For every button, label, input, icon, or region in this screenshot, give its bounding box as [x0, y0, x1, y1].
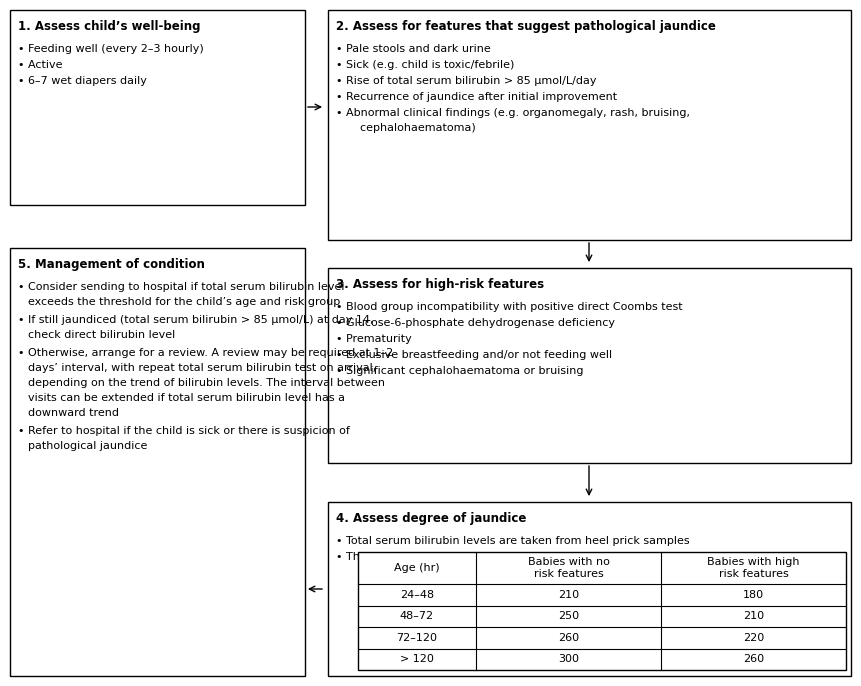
Text: • The table below indicates the hospital referral thresholds for: • The table below indicates the hospital…: [336, 552, 684, 562]
Bar: [328, 268, 851, 463]
Text: Babies with high
risk features: Babies with high risk features: [707, 557, 800, 579]
Text: 3. Assess for high-risk features: 3. Assess for high-risk features: [336, 278, 544, 291]
Text: 2. Assess for features that suggest pathological jaundice: 2. Assess for features that suggest path…: [336, 20, 715, 33]
Text: • Glucose-6-phosphate dehydrogenase deficiency: • Glucose-6-phosphate dehydrogenase defi…: [336, 318, 615, 328]
Bar: [10, 248, 305, 676]
Text: > 120: > 120: [400, 654, 434, 664]
Bar: [358, 552, 846, 670]
Text: Age (hr): Age (hr): [394, 563, 440, 573]
Text: 180: 180: [743, 590, 764, 600]
Text: 300: 300: [558, 654, 579, 664]
Text: days’ interval, with repeat total serum bilirubin test on arrival,: days’ interval, with repeat total serum …: [28, 363, 376, 373]
Text: 72–120: 72–120: [397, 632, 437, 643]
Text: cephalohaematoma): cephalohaematoma): [346, 123, 476, 133]
Text: • Active: • Active: [18, 60, 63, 70]
Text: 250: 250: [558, 611, 579, 622]
Text: • Consider sending to hospital if total serum bilirubin level: • Consider sending to hospital if total …: [18, 282, 344, 292]
Text: • Otherwise, arrange for a review. A review may be required at 1–2: • Otherwise, arrange for a review. A rev…: [18, 348, 393, 358]
Text: check direct bilirubin level: check direct bilirubin level: [28, 330, 176, 340]
Text: • Significant cephalohaematoma or bruising: • Significant cephalohaematoma or bruisi…: [336, 366, 584, 376]
Text: • Pale stools and dark urine: • Pale stools and dark urine: [336, 44, 491, 54]
Text: pathological jaundice: pathological jaundice: [28, 441, 147, 451]
Text: • Total serum bilirubin levels are taken from heel prick samples: • Total serum bilirubin levels are taken…: [336, 536, 690, 546]
Text: • Prematurity: • Prematurity: [336, 334, 412, 344]
Text: • Recurrence of jaundice after initial improvement: • Recurrence of jaundice after initial i…: [336, 92, 617, 102]
Text: downward trend: downward trend: [28, 408, 119, 418]
Text: total serum bilirubin levels (μmol/L) according to age:: total serum bilirubin levels (μmol/L) ac…: [346, 567, 660, 577]
Text: • Exclusive breastfeeding and/or not feeding well: • Exclusive breastfeeding and/or not fee…: [336, 350, 612, 360]
Text: 48–72: 48–72: [400, 611, 434, 622]
Text: • Rise of total serum bilirubin > 85 μmol/L/day: • Rise of total serum bilirubin > 85 μmo…: [336, 76, 597, 86]
Text: • 6–7 wet diapers daily: • 6–7 wet diapers daily: [18, 76, 147, 86]
Text: • Sick (e.g. child is toxic/febrile): • Sick (e.g. child is toxic/febrile): [336, 60, 514, 70]
Text: 260: 260: [743, 654, 764, 664]
Text: • Feeding well (every 2–3 hourly): • Feeding well (every 2–3 hourly): [18, 44, 204, 54]
Text: Babies with no
risk features: Babies with no risk features: [528, 557, 610, 579]
Text: 210: 210: [558, 590, 579, 600]
Text: • If still jaundiced (total serum bilirubin > 85 μmol/L) at day 14,: • If still jaundiced (total serum biliru…: [18, 315, 374, 325]
Text: visits can be extended if total serum bilirubin level has a: visits can be extended if total serum bi…: [28, 393, 345, 403]
Text: 210: 210: [743, 611, 764, 622]
Text: depending on the trend of bilirubin levels. The interval between: depending on the trend of bilirubin leve…: [28, 378, 385, 388]
Text: 260: 260: [558, 632, 579, 643]
Text: 5. Management of condition: 5. Management of condition: [18, 258, 205, 271]
Text: 4. Assess degree of jaundice: 4. Assess degree of jaundice: [336, 512, 526, 525]
Text: • Abnormal clinical findings (e.g. organomegaly, rash, bruising,: • Abnormal clinical findings (e.g. organ…: [336, 108, 690, 118]
Text: 220: 220: [743, 632, 764, 643]
Text: • Blood group incompatibility with positive direct Coombs test: • Blood group incompatibility with posit…: [336, 302, 683, 312]
Bar: [328, 10, 851, 240]
Bar: [328, 502, 851, 676]
Text: 1. Assess child’s well-being: 1. Assess child’s well-being: [18, 20, 201, 33]
Text: exceeds the threshold for the child’s age and risk group: exceeds the threshold for the child’s ag…: [28, 297, 340, 307]
Bar: [10, 10, 305, 205]
Text: 24–48: 24–48: [400, 590, 434, 600]
Text: • Refer to hospital if the child is sick or there is suspicion of: • Refer to hospital if the child is sick…: [18, 426, 350, 436]
